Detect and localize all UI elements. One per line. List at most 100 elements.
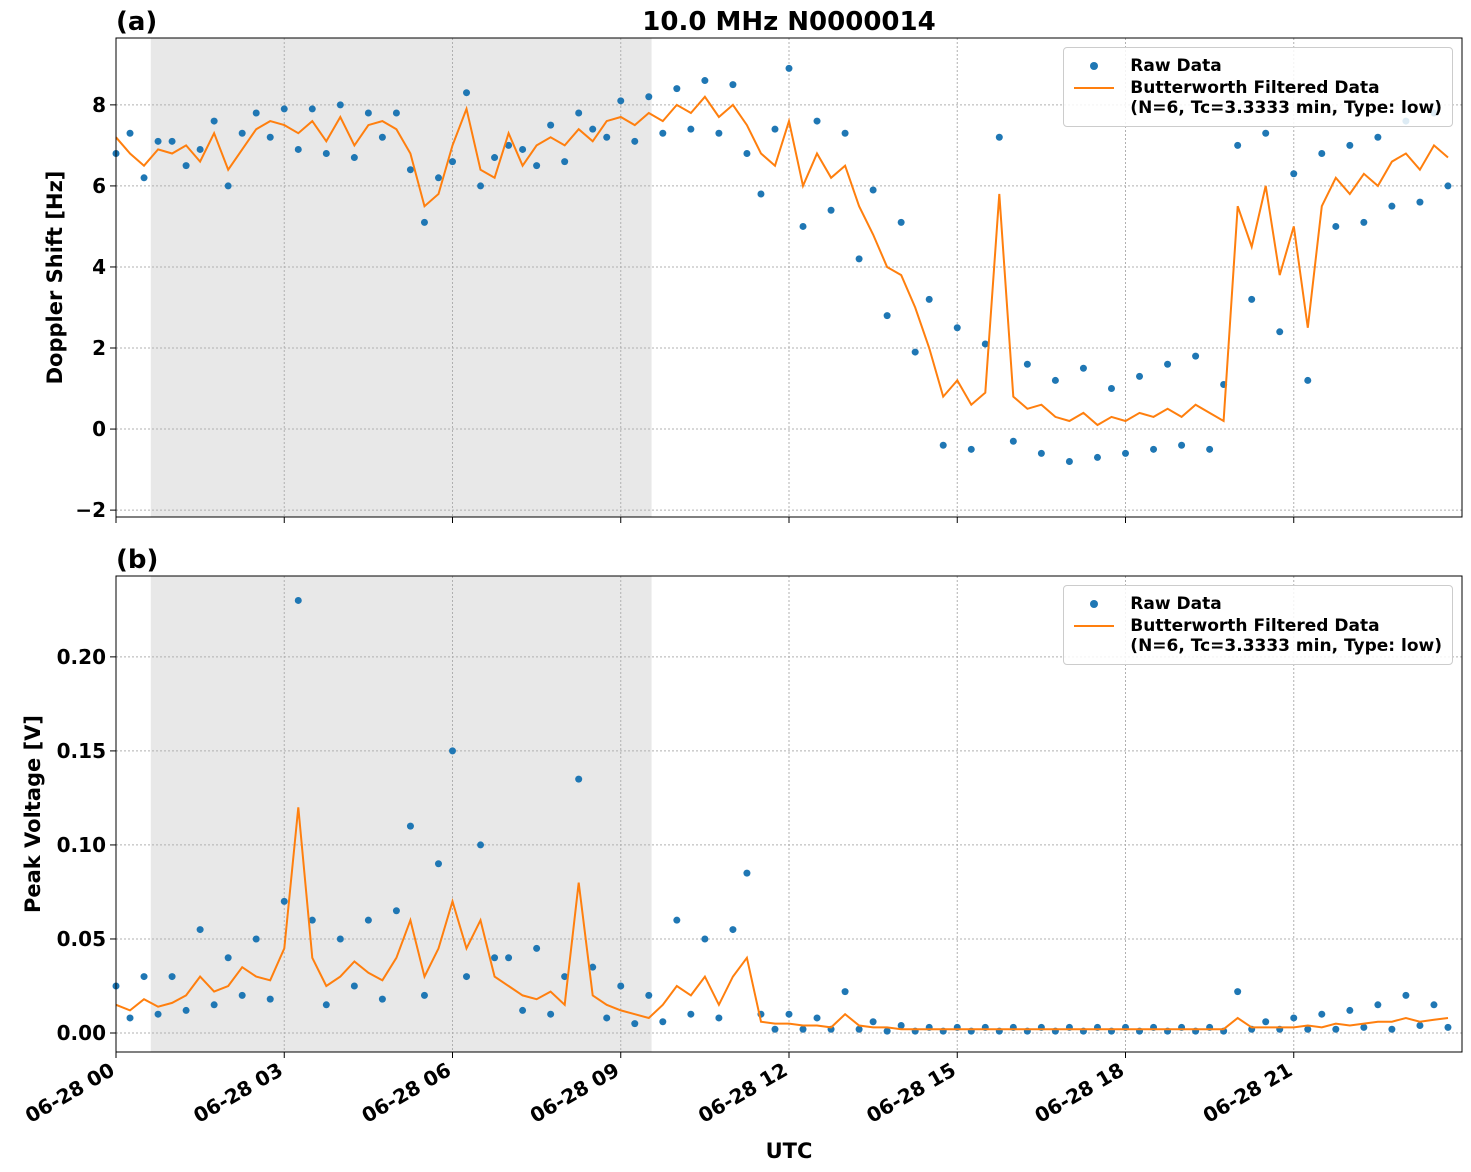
raw-point bbox=[280, 897, 288, 905]
raw-point bbox=[252, 109, 260, 117]
x-tick-label: 06-28 15 bbox=[862, 1058, 960, 1128]
raw-point bbox=[406, 166, 414, 174]
raw-point bbox=[589, 125, 597, 133]
raw-point bbox=[1360, 1023, 1368, 1031]
raw-point bbox=[631, 137, 639, 145]
raw-point bbox=[855, 1025, 863, 1033]
legend-entry: Raw Data bbox=[1074, 56, 1442, 76]
raw-point bbox=[350, 982, 358, 990]
raw-point bbox=[1009, 437, 1017, 445]
raw-point bbox=[378, 133, 386, 141]
raw-point bbox=[238, 991, 246, 999]
raw-point bbox=[364, 916, 372, 924]
raw-point bbox=[140, 174, 148, 182]
y-axis-label: Peak Voltage [V] bbox=[21, 715, 45, 913]
raw-point bbox=[168, 137, 176, 145]
raw-point bbox=[182, 1006, 190, 1014]
raw-point bbox=[1234, 141, 1242, 149]
y-tick-label: 0.10 bbox=[57, 833, 106, 857]
raw-point bbox=[771, 125, 779, 133]
raw-point bbox=[449, 158, 456, 166]
raw-point bbox=[1037, 449, 1045, 457]
chart-title: 10.0 MHz N0000014 bbox=[642, 7, 935, 37]
raw-point bbox=[659, 1018, 667, 1026]
raw-point bbox=[603, 1014, 611, 1022]
raw-point bbox=[841, 988, 849, 996]
raw-point bbox=[168, 973, 176, 981]
x-tick-label: 06-28 09 bbox=[526, 1058, 624, 1128]
raw-point bbox=[505, 141, 513, 149]
x-axis-label: UTC bbox=[766, 1139, 813, 1163]
raw-point bbox=[743, 149, 751, 157]
raw-point bbox=[1360, 218, 1368, 226]
legend: Raw Data Butterworth Filtered Data (N=6, … bbox=[1063, 585, 1453, 665]
raw-point bbox=[308, 916, 316, 924]
raw-point bbox=[1107, 385, 1115, 393]
raw-point bbox=[813, 1014, 821, 1022]
raw-point bbox=[1262, 1018, 1270, 1026]
raw-point bbox=[813, 117, 821, 125]
raw-point bbox=[715, 1014, 723, 1022]
raw-point bbox=[322, 1001, 330, 1009]
raw-point bbox=[1304, 376, 1312, 384]
raw-point bbox=[1178, 441, 1186, 449]
raw-point bbox=[1430, 1001, 1438, 1009]
panel-label: (b) bbox=[116, 545, 158, 575]
raw-point bbox=[1093, 453, 1101, 461]
raw-point bbox=[1234, 988, 1242, 996]
raw-point bbox=[547, 121, 555, 129]
legend-label: Raw Data bbox=[1130, 56, 1222, 76]
raw-point bbox=[294, 145, 302, 153]
y-tick-label: 0.00 bbox=[57, 1021, 106, 1045]
raw-point bbox=[238, 129, 246, 137]
raw-point bbox=[687, 1010, 695, 1018]
raw-point bbox=[855, 255, 863, 263]
raw-point bbox=[827, 206, 835, 214]
raw-point bbox=[1332, 1025, 1340, 1033]
raw-point bbox=[1388, 202, 1396, 210]
raw-point bbox=[743, 869, 751, 877]
y-tick-label: 4 bbox=[92, 255, 106, 279]
x-tick-label: 06-28 00 bbox=[21, 1058, 119, 1128]
raw-point bbox=[266, 133, 274, 141]
raw-point bbox=[1262, 129, 1270, 137]
raw-point bbox=[645, 991, 653, 999]
raw-point bbox=[1150, 445, 1158, 453]
raw-point bbox=[1318, 1010, 1326, 1018]
raw-point bbox=[1079, 364, 1087, 372]
raw-point bbox=[1346, 1006, 1354, 1014]
raw-point bbox=[336, 101, 344, 109]
y-tick-label: 0.15 bbox=[57, 739, 106, 763]
raw-point bbox=[322, 149, 330, 157]
legend-label: Butterworth Filtered Data (N=6, Tc=3.333… bbox=[1130, 78, 1442, 118]
raw-point bbox=[533, 944, 541, 952]
raw-point bbox=[364, 109, 372, 117]
raw-point bbox=[491, 154, 499, 162]
raw-point bbox=[182, 162, 190, 170]
raw-point bbox=[617, 97, 625, 105]
raw-point bbox=[1136, 372, 1144, 380]
y-axis-label: Doppler Shift [Hz] bbox=[43, 171, 67, 385]
raw-point bbox=[1248, 295, 1256, 303]
shaded-region bbox=[150, 576, 652, 1052]
raw-point bbox=[869, 186, 877, 194]
raw-point bbox=[308, 105, 316, 113]
raw-point bbox=[294, 596, 302, 604]
raw-point bbox=[729, 81, 737, 89]
filtered-line bbox=[115, 95, 1449, 427]
raw-point bbox=[589, 963, 597, 971]
raw-point bbox=[911, 348, 919, 356]
y-tick-label: 8 bbox=[92, 93, 106, 117]
raw-point bbox=[841, 129, 849, 137]
raw-point bbox=[210, 1001, 218, 1009]
raw-point bbox=[1374, 133, 1382, 141]
raw-point bbox=[673, 85, 681, 93]
raw-point bbox=[1402, 991, 1410, 999]
raw-point bbox=[701, 935, 709, 943]
raw-point bbox=[210, 117, 218, 125]
raw-point bbox=[757, 190, 765, 198]
raw-point bbox=[378, 995, 386, 1003]
y-tick-label: 6 bbox=[92, 174, 106, 198]
raw-point bbox=[336, 935, 344, 943]
raw-point bbox=[897, 1021, 905, 1029]
